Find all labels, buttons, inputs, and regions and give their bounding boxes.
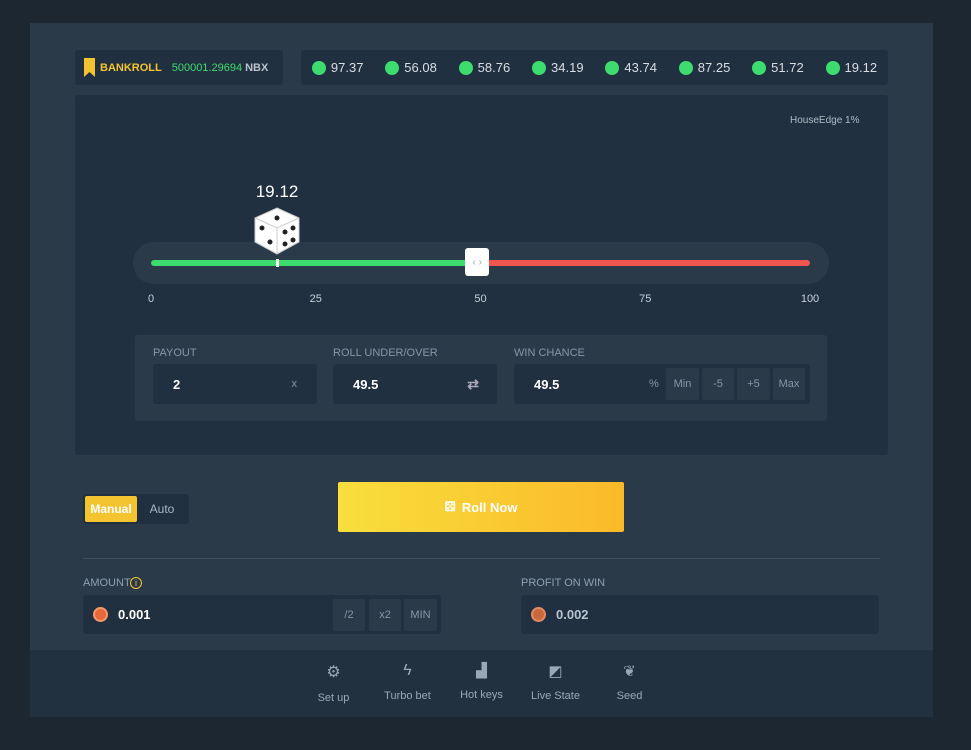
bankroll-value: 500001.29694 bbox=[171, 61, 243, 74]
bankroll-label: BANKROLL bbox=[100, 61, 162, 74]
chance-plus5-button[interactable]: +5 bbox=[737, 368, 770, 400]
slider-tick-label: 75 bbox=[639, 293, 652, 305]
roll-label: ROLL UNDER/OVER bbox=[333, 347, 438, 359]
footer-label: Hot keys bbox=[460, 689, 503, 701]
history-value: 97.37 bbox=[330, 60, 364, 75]
win-dot-icon bbox=[605, 60, 620, 75]
footer-label: Live State bbox=[531, 690, 580, 702]
slider-lose-range bbox=[477, 260, 810, 266]
win-dot-icon bbox=[752, 60, 767, 75]
win-dot-icon bbox=[311, 60, 326, 75]
slider-tick-label: 25 bbox=[309, 293, 322, 305]
history-value: 58.76 bbox=[477, 60, 511, 75]
history-item: 51.72 bbox=[752, 60, 804, 75]
history-item: 43.74 bbox=[605, 60, 657, 75]
info-icon[interactable]: i bbox=[130, 577, 142, 589]
history-value: 43.74 bbox=[624, 60, 657, 75]
footer-label: Set up bbox=[317, 692, 350, 704]
win-dot-icon bbox=[825, 60, 840, 75]
chance-max-button[interactable]: Max bbox=[773, 368, 805, 400]
bankroll-currency: NBX bbox=[245, 61, 269, 74]
hot-keys-button[interactable]: ▟ Hot keys bbox=[452, 662, 512, 717]
mode-toggle: Manual Auto bbox=[83, 494, 189, 524]
win-dot-icon bbox=[458, 60, 473, 75]
win-chance-input[interactable]: 49.5 % Min -5 +5 Max bbox=[514, 364, 810, 404]
result-value: 19.12 bbox=[255, 182, 299, 201]
slider-handle[interactable]: ‹ › bbox=[465, 248, 490, 276]
win-dot-icon bbox=[385, 60, 400, 75]
history-value: 51.72 bbox=[771, 60, 804, 75]
payout-suffix: x bbox=[291, 378, 298, 390]
history-item: 87.25 bbox=[678, 60, 731, 75]
history-item: 56.08 bbox=[385, 60, 437, 75]
footer-label: Seed bbox=[616, 690, 643, 702]
roll-history: 97.37 56.08 58.76 34.19 43.74 87.25 51.7… bbox=[301, 50, 888, 85]
coin-icon bbox=[531, 607, 546, 622]
chart-icon: ◩ bbox=[548, 663, 563, 680]
seed-icon: ❦ bbox=[623, 663, 636, 680]
coin-icon bbox=[93, 607, 108, 622]
history-value: 56.08 bbox=[404, 60, 437, 75]
history-value: 87.25 bbox=[697, 60, 731, 75]
win-dot-icon bbox=[678, 60, 693, 75]
amount-label: AMOUNT bbox=[83, 577, 131, 589]
half-button[interactable]: /2 bbox=[333, 599, 365, 631]
bolt-icon: ϟ bbox=[403, 662, 412, 679]
profit-value: 0.002 bbox=[556, 607, 589, 622]
profit-field: 0.002 bbox=[521, 595, 879, 634]
keys-icon: ▟ bbox=[476, 662, 487, 678]
house-edge: HouseEdge 1% bbox=[790, 115, 860, 126]
setup-button[interactable]: ⚙ Set up bbox=[304, 662, 364, 717]
history-value: 19.12 bbox=[844, 60, 878, 75]
chance-minus5-button[interactable]: -5 bbox=[702, 368, 734, 400]
turbo-bet-button[interactable]: ϟ Turbo bet bbox=[378, 662, 438, 717]
roll-now-button[interactable]: ⚄ Roll Now bbox=[338, 482, 624, 532]
slider-tick-label: 0 bbox=[147, 293, 155, 305]
dice-icon: ⚄ bbox=[444, 499, 456, 514]
win-dot-icon bbox=[532, 60, 547, 75]
profit-label: PROFIT ON WIN bbox=[521, 577, 606, 589]
bookmark-icon bbox=[84, 58, 95, 77]
history-item: 34.19 bbox=[532, 60, 584, 75]
tab-auto[interactable]: Auto bbox=[149, 502, 175, 516]
slider-win-range bbox=[151, 260, 478, 266]
chance-suffix: % bbox=[649, 378, 659, 390]
divider bbox=[83, 558, 880, 559]
gear-icon: ⚙ bbox=[326, 664, 341, 681]
bankroll-bar: BANKROLL 500001.29694 NBX bbox=[75, 50, 283, 85]
chance-label: WIN CHANCE bbox=[514, 347, 585, 359]
roll-input[interactable]: 49.5 ⇄ bbox=[333, 364, 497, 404]
amount-input[interactable]: 0.001 /2 x2 MIN bbox=[83, 595, 441, 634]
payout-label: PAYOUT bbox=[153, 347, 197, 359]
footer-toolbar: ⚙ Set up ϟ Turbo bet ▟ Hot keys ◩ Live State… bbox=[30, 650, 933, 717]
roll-now-label: Roll Now bbox=[461, 499, 518, 515]
slider-tick-label: 50 bbox=[474, 293, 487, 305]
slider-tick-label: 100 bbox=[800, 293, 820, 305]
swap-icon[interactable]: ⇄ bbox=[467, 375, 479, 392]
history-item: 97.37 bbox=[311, 60, 364, 75]
payout-input[interactable]: 2 x bbox=[153, 364, 317, 404]
footer-label: Turbo bet bbox=[384, 690, 431, 702]
double-button[interactable]: x2 bbox=[369, 599, 401, 631]
chance-value: 49.5 bbox=[534, 376, 560, 392]
roll-value: 49.5 bbox=[353, 376, 379, 392]
history-item: 58.76 bbox=[458, 60, 511, 75]
history-value: 34.19 bbox=[551, 60, 584, 75]
amount-value: 0.001 bbox=[118, 607, 151, 622]
payout-value: 2 bbox=[173, 376, 181, 392]
min-button[interactable]: MIN bbox=[404, 599, 437, 631]
tab-manual[interactable]: Manual bbox=[85, 496, 137, 522]
dice-icon bbox=[254, 207, 300, 255]
bet-settings: PAYOUT 2 x ROLL UNDER/OVER 49.5 ⇄ WIN CH… bbox=[135, 335, 827, 421]
chance-min-button[interactable]: Min bbox=[666, 368, 699, 400]
result-marker bbox=[275, 259, 279, 267]
seed-button[interactable]: ❦ Seed bbox=[600, 662, 660, 717]
live-state-button[interactable]: ◩ Live State bbox=[526, 662, 586, 717]
history-item: 19.12 bbox=[825, 60, 878, 75]
